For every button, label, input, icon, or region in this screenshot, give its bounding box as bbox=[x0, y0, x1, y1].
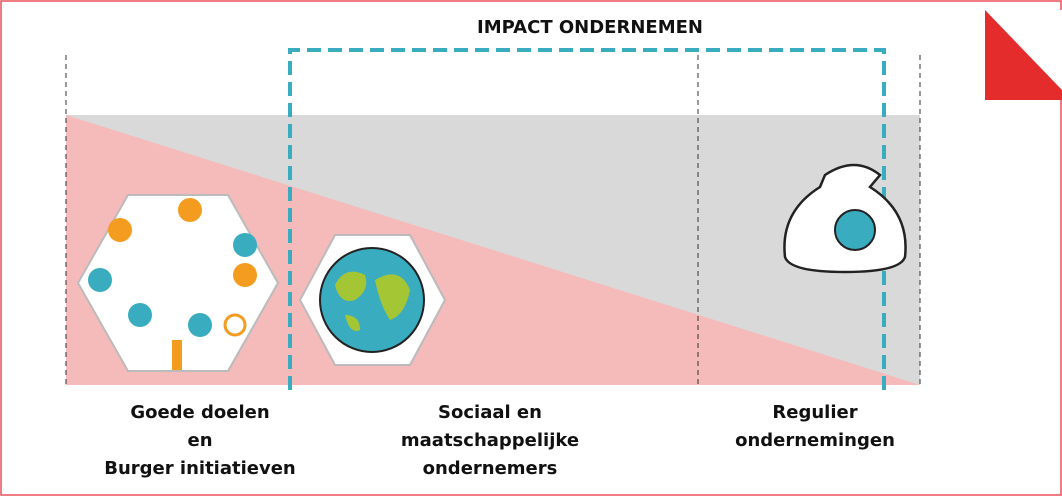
column-label: Burger initiatieven bbox=[104, 458, 295, 479]
title: IMPACT ONDERNEMEN bbox=[477, 17, 703, 38]
coin bbox=[835, 210, 875, 250]
icon bbox=[233, 263, 257, 287]
column-label: ondernemers bbox=[423, 458, 558, 479]
column-label: Goede doelen bbox=[130, 402, 269, 423]
icon bbox=[88, 268, 112, 292]
column-label: ondernemingen bbox=[735, 430, 895, 451]
column-label: Regulier bbox=[772, 402, 857, 423]
icon bbox=[178, 198, 202, 222]
column-label: maatschappelijke bbox=[401, 430, 579, 451]
icon bbox=[128, 303, 152, 327]
icon bbox=[108, 218, 132, 242]
column-label: Sociaal en bbox=[438, 402, 542, 423]
globe bbox=[320, 248, 424, 352]
icon bbox=[233, 233, 257, 257]
column-label: en bbox=[187, 430, 212, 451]
diagram: IMPACT ONDERNEMEN Goede doelen en Burger i… bbox=[0, 0, 1062, 496]
icon bbox=[188, 313, 212, 337]
icon bbox=[172, 340, 182, 370]
